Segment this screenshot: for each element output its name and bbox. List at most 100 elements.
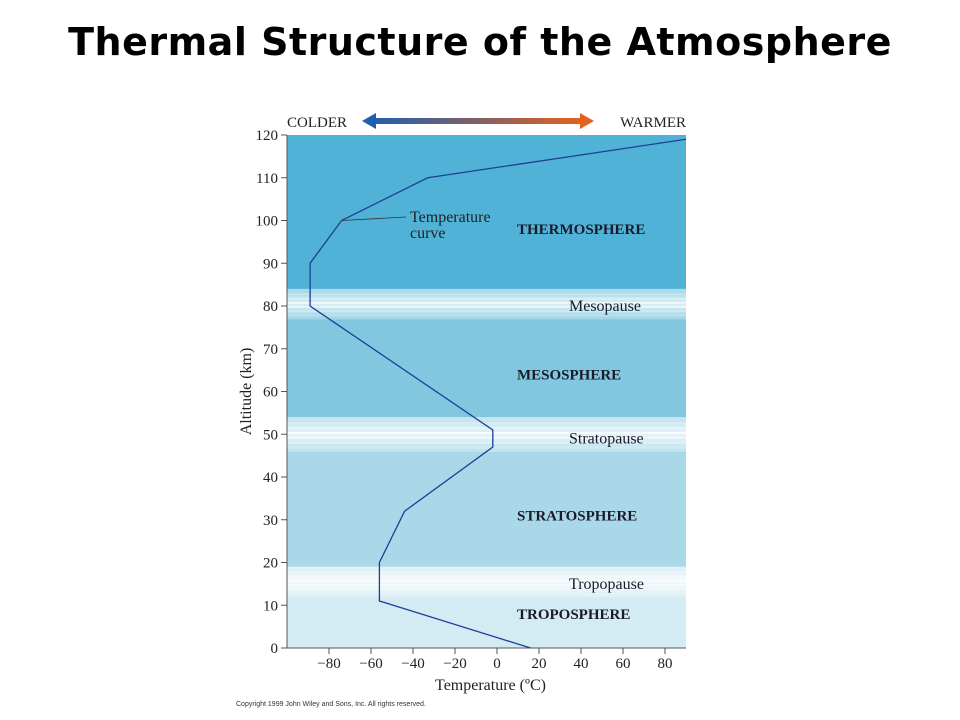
pause-stripe-highlight [287, 448, 686, 452]
pause-stripe [287, 312, 686, 316]
y-tick-label: 90 [263, 256, 278, 272]
pause-stripe-highlight [287, 291, 686, 294]
arrow-head-left [362, 113, 376, 129]
layer-band-mesosphere [287, 318, 686, 418]
pause-stripe-highlight [287, 301, 686, 305]
pause-stripe-highlight [287, 575, 686, 579]
copyright-notice: Copyright 1999 John Wiley and Sons, Inc.… [236, 701, 426, 708]
x-tick-label: 40 [574, 656, 589, 672]
annotation-text: curve [410, 225, 446, 242]
pause-stripe [287, 288, 686, 292]
pause-stripe-highlight [287, 436, 686, 440]
pause-stripe-highlight [287, 568, 686, 572]
pause-stripe-highlight [287, 579, 686, 583]
y-tick-label: 20 [263, 556, 278, 572]
layer-label-stratopause: Stratopause [569, 431, 644, 448]
pause-stripe-highlight [287, 316, 686, 320]
pause-stripe [287, 448, 686, 452]
y-tick-label: 30 [263, 513, 278, 529]
pause-stripe [287, 566, 686, 570]
y-axis-label: Altitude (km) [238, 348, 255, 436]
page-title: Thermal Structure of the Atmosphere [68, 20, 892, 64]
pause-stripe-highlight [287, 426, 686, 430]
y-tick-label: 0 [271, 641, 279, 657]
pause-stripe-highlight [287, 293, 686, 296]
x-tick-label: −40 [401, 656, 424, 672]
pause-stripe [287, 417, 686, 421]
y-tick-label: 50 [263, 427, 278, 443]
layer-label-thermosphere: THERMOSPHERE [517, 222, 645, 238]
pause-stripe [287, 314, 686, 318]
pause-band-stratopause [287, 417, 686, 452]
pause-stripe-highlight [287, 312, 686, 316]
layer-label-mesosphere: MESOSPHERE [517, 367, 621, 383]
x-tick-label: −20 [443, 656, 466, 672]
pause-stripe [287, 573, 686, 576]
x-tick-label: 20 [532, 656, 547, 672]
annotation-text: Temperature [410, 209, 491, 226]
x-tick-label: 0 [493, 656, 501, 672]
x-axis-label: Temperature (ºC) [435, 677, 546, 694]
pause-stripe [287, 316, 686, 320]
pause-stripe-highlight [287, 577, 686, 581]
pause-stripe-highlight [287, 314, 686, 318]
chart-axes: 0 10 20 30 40 50 60 70 80 90 100 110 120 −80 −60 −40 −20… [238, 128, 686, 694]
y-tick-label: 10 [263, 598, 278, 614]
y-tick-label: 110 [256, 171, 278, 187]
pause-stripe-highlight [287, 444, 686, 448]
pause-stripe-highlight [287, 441, 686, 445]
pause-stripe-highlight [287, 417, 686, 421]
pause-stripe-highlight [287, 303, 686, 307]
pause-stripe-highlight [287, 573, 686, 576]
arrow-shaft [372, 118, 582, 124]
pause-stripe [287, 291, 686, 294]
colder-label: COLDER [287, 115, 347, 131]
y-tick-label: 40 [263, 470, 278, 486]
pause-stripe-highlight [287, 592, 686, 596]
y-tick-label: 70 [263, 342, 278, 358]
pause-stripe-highlight [287, 446, 686, 450]
pause-stripe-highlight [287, 308, 686, 311]
pause-stripe-highlight [287, 310, 686, 314]
pause-band-tropopause [287, 566, 686, 598]
colder-warmer-arrow: COLDER WARMER [287, 113, 686, 131]
pause-stripe [287, 446, 686, 450]
pause-stripe-highlight [287, 434, 686, 438]
pause-stripe-highlight [287, 586, 686, 589]
pause-stripe-highlight [287, 306, 686, 309]
layer-label-stratosphere: STRATOSPHERE [517, 508, 637, 524]
arrow-head-right [580, 113, 594, 129]
pause-stripe [287, 444, 686, 448]
pause-stripe [287, 590, 686, 594]
pause-stripe-highlight [287, 571, 686, 574]
pause-stripe-highlight [287, 295, 686, 299]
layer-label-mesopause: Mesopause [569, 298, 641, 315]
pause-stripe-highlight [287, 583, 686, 587]
x-tick-label: −80 [317, 656, 340, 672]
pause-stripe-highlight [287, 439, 686, 443]
x-tick-label: −60 [359, 656, 382, 672]
warmer-label: WARMER [620, 115, 686, 131]
pause-stripe-highlight [287, 288, 686, 292]
layer-label-tropopause: Tropopause [569, 576, 644, 593]
layer-band-stratosphere [287, 451, 686, 567]
pause-stripe-highlight [287, 566, 686, 570]
pause-stripe [287, 568, 686, 572]
pause-stripe [287, 592, 686, 596]
x-tick-label: 60 [616, 656, 631, 672]
pause-stripe-highlight [287, 581, 686, 585]
layer-band-troposphere [287, 596, 686, 648]
layer-band-thermosphere [287, 135, 686, 289]
annotation-leader [341, 216, 407, 221]
pause-stripe [287, 419, 686, 423]
y-tick-label: 80 [263, 299, 278, 315]
x-tick-label: 80 [658, 656, 673, 672]
y-tick-label: 100 [256, 214, 279, 230]
layer-label-troposphere: TROPOSPHERE [517, 607, 630, 623]
pause-stripe-highlight [287, 419, 686, 423]
pause-stripe-highlight [287, 297, 686, 301]
pause-stripe-highlight [287, 429, 686, 433]
pause-stripe-highlight [287, 590, 686, 594]
